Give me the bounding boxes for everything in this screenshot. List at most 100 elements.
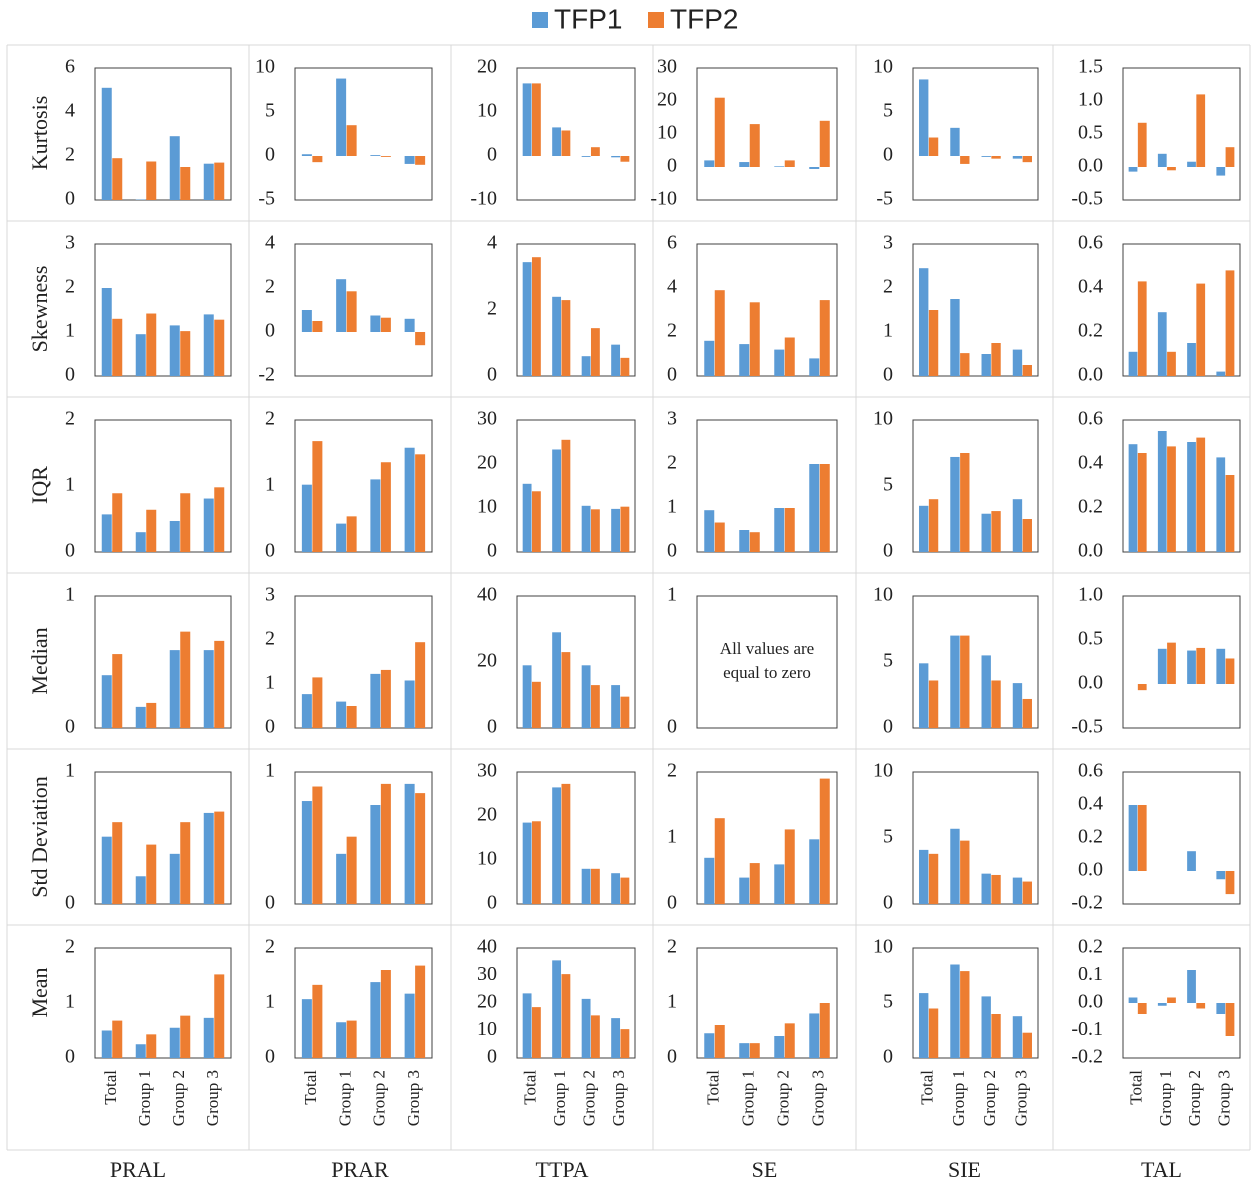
plot-box — [94, 947, 232, 1059]
x-tick-label: Group 3 — [1214, 1070, 1233, 1126]
y-tick-label: 0 — [667, 364, 677, 386]
bar — [531, 821, 541, 904]
y-tick-label: 10 — [873, 936, 893, 958]
bar — [784, 508, 795, 552]
bar — [611, 156, 621, 158]
bar — [819, 1003, 830, 1058]
bar — [714, 818, 725, 904]
bar — [415, 793, 426, 904]
bar — [1225, 147, 1235, 167]
bar — [1196, 437, 1206, 552]
bar — [312, 156, 323, 163]
y-tick-label: -10 — [650, 188, 677, 210]
y-tick-label: 10 — [873, 408, 893, 430]
x-tick-label: Group 3 — [203, 1070, 222, 1126]
y-tick-label: 0.5 — [1078, 122, 1103, 144]
y-tick-label: 0 — [487, 364, 497, 386]
y-tick-label: 10 — [477, 100, 497, 122]
bar — [1225, 658, 1235, 684]
y-tick-label: -5 — [876, 188, 893, 210]
bar — [1157, 312, 1167, 376]
y-tick-label: 0 — [265, 1046, 275, 1068]
bar — [312, 984, 323, 1058]
bar — [960, 840, 970, 904]
y-tick-label: 0.0 — [1078, 672, 1103, 694]
bar — [346, 706, 357, 728]
y-tick-label: 1 — [65, 584, 75, 606]
y-tick-label: 0 — [883, 364, 893, 386]
y-tick-label: 3 — [265, 584, 275, 606]
plot-box — [516, 67, 636, 201]
bar — [214, 640, 225, 728]
bar — [312, 321, 323, 332]
x-tick-label: Group 3 — [1011, 1070, 1030, 1126]
bar — [522, 262, 532, 376]
bar — [981, 996, 991, 1058]
bar — [112, 654, 123, 728]
bar — [774, 864, 785, 904]
y-tick-label: 0 — [883, 716, 893, 738]
bar — [809, 464, 820, 552]
bar — [101, 87, 112, 200]
y-tick-label: 10 — [873, 584, 893, 606]
bar — [1216, 167, 1226, 176]
bar — [1022, 1032, 1032, 1058]
bar — [1022, 698, 1032, 728]
y-tick-label: 1 — [265, 991, 275, 1013]
y-tick-label: 0 — [265, 320, 275, 342]
bar — [180, 822, 191, 904]
bar — [346, 1020, 357, 1058]
bar — [404, 680, 415, 728]
bar — [370, 673, 381, 728]
y-tick-label: -10 — [470, 188, 497, 210]
y-tick-label: 10 — [657, 122, 677, 144]
plot-box — [516, 771, 636, 905]
bar — [749, 1043, 760, 1058]
x-tick-label: Total — [101, 1070, 120, 1105]
column-label: TTPA — [536, 1157, 589, 1182]
bar — [1216, 371, 1226, 376]
plot-box — [294, 595, 433, 729]
y-tick-label: 0 — [487, 540, 497, 562]
y-tick-label: 2 — [65, 276, 75, 298]
bar — [919, 505, 929, 552]
plot-box — [94, 595, 232, 729]
plot-box — [516, 243, 636, 377]
bar — [590, 1015, 600, 1058]
y-tick-label: 2 — [487, 298, 497, 320]
bar — [919, 993, 929, 1058]
bar — [169, 325, 180, 376]
plot-box — [516, 595, 636, 729]
y-tick-label: 0 — [487, 1046, 497, 1068]
bar — [809, 167, 820, 169]
bar — [1022, 365, 1032, 376]
plot-box — [912, 243, 1039, 377]
y-tick-label: 30 — [477, 760, 497, 782]
y-tick-label: 1.0 — [1078, 584, 1103, 606]
column-label: SE — [752, 1157, 778, 1182]
bar — [214, 974, 225, 1058]
bar — [784, 1023, 795, 1058]
bar — [169, 650, 180, 728]
x-tick-label: Group 3 — [808, 1070, 827, 1126]
bar — [101, 1030, 112, 1058]
bar — [561, 974, 571, 1058]
bar — [991, 511, 1001, 552]
y-tick-label: 0 — [883, 892, 893, 914]
row-label: IQR — [27, 466, 52, 504]
bar — [404, 318, 415, 332]
y-tick-label: 10 — [477, 848, 497, 870]
bar — [581, 356, 591, 376]
bar — [1012, 683, 1023, 728]
bar — [809, 839, 820, 904]
bar — [981, 655, 991, 728]
bar — [950, 828, 960, 904]
plot-box — [294, 243, 433, 377]
plot-box — [516, 419, 636, 553]
plot-box — [94, 243, 232, 377]
y-tick-label: 0.2 — [1078, 496, 1103, 518]
y-tick-label: 0.4 — [1078, 793, 1103, 815]
bar — [380, 669, 391, 728]
y-tick-label: -0.1 — [1071, 1018, 1103, 1040]
y-tick-label: 30 — [657, 56, 677, 78]
